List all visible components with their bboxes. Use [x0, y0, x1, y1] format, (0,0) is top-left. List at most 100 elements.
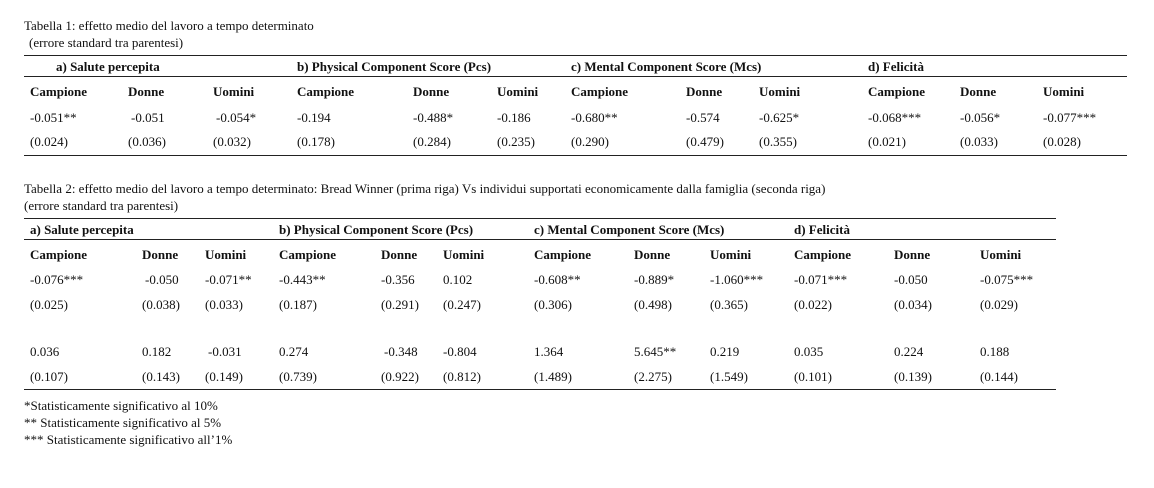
table1-cell: (0.036)	[128, 134, 166, 149]
table2-cell: 5.645**	[634, 344, 677, 359]
table2-col-header: Campione	[30, 247, 88, 262]
table2-cell: (0.029)	[980, 297, 1018, 312]
table2-cell: 0.036	[30, 344, 60, 359]
table2-cell: (0.291)	[381, 297, 419, 312]
table1-cell: (0.355)	[759, 134, 797, 149]
footnote-5pct: ** Statisticamente significativo al 5%	[24, 415, 222, 430]
table1-cell: -0.054*	[216, 110, 257, 125]
table1-col-header: Campione	[571, 84, 629, 99]
footnote-10pct: *Statisticamente significativo al 10%	[24, 398, 218, 413]
table1-cell: -0.051	[131, 110, 165, 125]
table1-cell: (0.033)	[960, 134, 998, 149]
table2-cell: (0.022)	[794, 297, 832, 312]
table2-group-c: c) Mental Component Score (Mcs)	[534, 222, 725, 237]
table2-cell: (0.139)	[894, 369, 932, 384]
table2-cell: (2.275)	[634, 369, 672, 384]
table1-col-header: Donne	[686, 84, 723, 99]
table2-cell: -0.071***	[794, 272, 848, 287]
table2-cell: -0.356	[381, 272, 415, 287]
table2-cell: -1.060***	[710, 272, 764, 287]
table2-col-header: Donne	[634, 247, 671, 262]
table2-cell: (0.247)	[443, 297, 481, 312]
table1-cell: -0.056*	[960, 110, 1001, 125]
table1-col-header: Donne	[960, 84, 997, 99]
table2-col-header: Donne	[894, 247, 931, 262]
table1-cell: -0.574	[686, 110, 720, 125]
table2-cell: -0.348	[384, 344, 418, 359]
table2-cell: 0.102	[443, 272, 473, 287]
table1-subtitle: (errore standard tra parentesi)	[29, 35, 184, 50]
table1-col-header: Uomini	[213, 84, 255, 99]
table1-group-rule	[24, 76, 1127, 77]
table2-cell: (0.922)	[381, 369, 419, 384]
table2-cell: (0.038)	[142, 297, 180, 312]
table2-cell: -0.050	[894, 272, 928, 287]
table2-subtitle: (errore standard tra parentesi)	[24, 198, 179, 213]
table1-top-rule	[24, 55, 1127, 56]
table1-cell: (0.178)	[297, 134, 335, 149]
table2-cell: (0.025)	[30, 297, 68, 312]
table1-cell: -0.680**	[571, 110, 618, 125]
table1-cell: (0.021)	[868, 134, 906, 149]
table1-group-b: b) Physical Component Score (Pcs)	[297, 59, 492, 74]
table1-cell: (0.032)	[213, 134, 251, 149]
table1-group-c: c) Mental Component Score (Mcs)	[571, 59, 762, 74]
table2-cell: -0.608**	[534, 272, 581, 287]
table1-title: Tabella 1: effetto medio del lavoro a te…	[24, 18, 314, 33]
table1-col-header: Donne	[128, 84, 165, 99]
table2-col-header: Campione	[794, 247, 852, 262]
table2-cell: (0.187)	[279, 297, 317, 312]
table2-title: Tabella 2: effetto medio del lavoro a te…	[24, 181, 826, 196]
footnote-1pct: *** Statisticamente significativo all’1%	[24, 432, 233, 447]
table2-bottom-rule	[24, 389, 1056, 390]
table1-col-header: Uomini	[497, 84, 539, 99]
table2-cell: 0.219	[710, 344, 740, 359]
table1-cell: (0.024)	[30, 134, 68, 149]
table2-cell: (0.739)	[279, 369, 317, 384]
table2-cell: (0.498)	[634, 297, 672, 312]
table1-bottom-rule	[24, 155, 1127, 156]
table2-cell: -0.031	[208, 344, 242, 359]
table2-cell: 1.364	[534, 344, 564, 359]
table2-col-header: Uomini	[710, 247, 752, 262]
table1-cell: -0.488*	[413, 110, 454, 125]
table2-cell: 0.188	[980, 344, 1010, 359]
table1-col-header: Campione	[868, 84, 926, 99]
table1-col-header: Campione	[30, 84, 88, 99]
table2-cell: (0.143)	[142, 369, 180, 384]
table2-cell: (1.549)	[710, 369, 748, 384]
table1-cell: -0.186	[497, 110, 531, 125]
table1-col-header: Campione	[297, 84, 355, 99]
table1-cell: (0.479)	[686, 134, 724, 149]
table2-cell: (0.101)	[794, 369, 832, 384]
table2-cell: 0.274	[279, 344, 309, 359]
table1-cell: -0.068***	[868, 110, 922, 125]
table2-col-header: Uomini	[980, 247, 1022, 262]
table2-cell: -0.071**	[205, 272, 252, 287]
table2-cell: (0.812)	[443, 369, 481, 384]
table1-cell: (0.284)	[413, 134, 451, 149]
table1-group-a: a) Salute percepita	[56, 59, 160, 74]
table1-cell: (0.235)	[497, 134, 535, 149]
table2-cell: 0.224	[894, 344, 924, 359]
table2-cell: -0.443**	[279, 272, 326, 287]
table2-top-rule	[24, 218, 1056, 219]
table1-group-d: d) Felicità	[868, 59, 924, 74]
table2-cell: (0.034)	[894, 297, 932, 312]
table2-cell: (0.365)	[710, 297, 748, 312]
table2-cell: -0.050	[145, 272, 179, 287]
table1-col-header: Uomini	[759, 84, 801, 99]
table2-group-rule	[24, 239, 1056, 240]
table2-cell: (0.033)	[205, 297, 243, 312]
table1-cell: -0.194	[297, 110, 331, 125]
table2-cell: (0.107)	[30, 369, 68, 384]
table2-cell: 0.035	[794, 344, 824, 359]
table2-col-header: Donne	[142, 247, 179, 262]
table2-cell: (0.306)	[534, 297, 572, 312]
table2-cell: (0.144)	[980, 369, 1018, 384]
table2-cell: -0.076***	[30, 272, 84, 287]
table2-cell: 0.182	[142, 344, 172, 359]
table2-col-header: Campione	[279, 247, 337, 262]
table2-cell: (0.149)	[205, 369, 243, 384]
table1-cell: (0.028)	[1043, 134, 1081, 149]
